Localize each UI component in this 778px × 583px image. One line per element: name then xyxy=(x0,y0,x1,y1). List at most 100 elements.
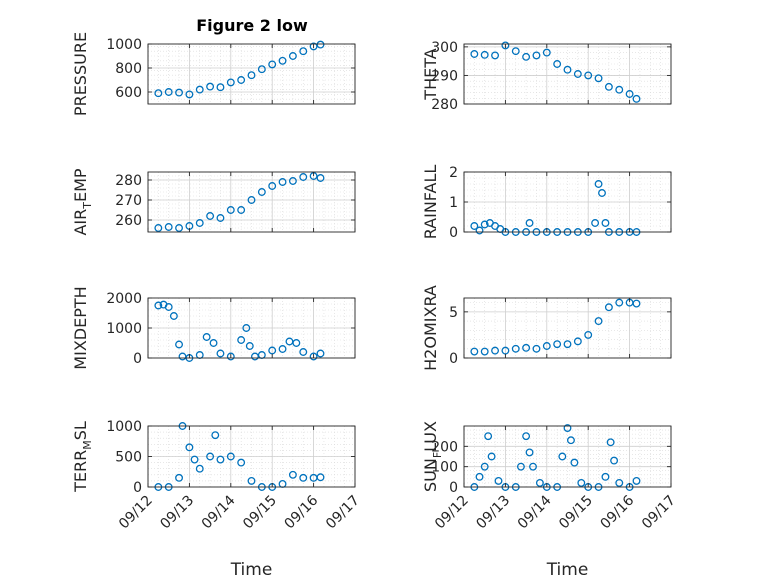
data-point xyxy=(601,219,610,227)
data-point xyxy=(625,90,634,98)
data-point xyxy=(226,206,235,214)
data-point xyxy=(475,226,484,235)
y-axis-label: AIRTEMP xyxy=(71,168,94,235)
data-point xyxy=(480,347,489,356)
data-point xyxy=(247,476,256,485)
data-point xyxy=(154,224,163,232)
y-tick-label: 2 xyxy=(449,165,458,181)
subplot-1: 600 800 1000 PRESSURE xyxy=(71,32,356,116)
data-point xyxy=(594,74,603,83)
data-point xyxy=(501,346,510,355)
y-axis-label-subscript: M xyxy=(81,440,94,450)
y-axis-label-main: SUN xyxy=(421,458,440,492)
minor-grid xyxy=(464,44,671,105)
y-tick-label: 1000 xyxy=(106,321,142,337)
x-tick-label: 09/17 xyxy=(323,493,363,533)
data-point xyxy=(216,83,225,92)
y-tick-label: 500 xyxy=(115,450,142,466)
y-tick-label: 1000 xyxy=(106,419,142,435)
data-point xyxy=(584,71,593,80)
y-tick-label: 5 xyxy=(449,305,458,321)
data-point xyxy=(525,219,534,227)
data-point xyxy=(606,438,615,447)
x-tick-label: 09/17 xyxy=(639,493,679,533)
data-point xyxy=(529,462,537,471)
data-point xyxy=(164,223,173,231)
data-point xyxy=(164,88,173,96)
series-points xyxy=(470,298,641,356)
y-tick-label: 290 xyxy=(431,68,458,84)
data-point xyxy=(632,299,641,308)
minor-grid xyxy=(148,44,355,105)
data-point xyxy=(206,452,215,461)
series-points xyxy=(154,172,325,232)
data-point xyxy=(491,51,499,60)
axes-box xyxy=(463,297,672,359)
data-point xyxy=(257,65,266,74)
data-point xyxy=(299,473,308,482)
axes-box xyxy=(147,43,356,105)
data-point xyxy=(522,432,531,441)
y-axis-label: SUNFLUX xyxy=(421,421,444,492)
data-point xyxy=(226,352,235,361)
data-point xyxy=(175,88,183,97)
x-tick-label: 09/16 xyxy=(282,492,322,532)
data-point xyxy=(491,346,499,355)
y-axis-label-subscript: T xyxy=(81,202,94,210)
data-point xyxy=(185,90,194,99)
y-tick-label: 280 xyxy=(115,173,142,189)
data-point xyxy=(573,70,582,78)
x-tick-label: 09/14 xyxy=(515,492,555,532)
data-point xyxy=(501,41,510,50)
data-point xyxy=(594,180,603,188)
figure-title: Figure 2 low xyxy=(196,16,308,35)
data-point xyxy=(563,65,572,74)
data-point xyxy=(169,312,178,320)
series-points xyxy=(470,424,641,491)
x-tick-label: 09/15 xyxy=(556,493,596,533)
data-point xyxy=(542,342,551,350)
data-point xyxy=(577,478,586,487)
data-point xyxy=(591,219,600,227)
data-point xyxy=(226,452,235,461)
data-point xyxy=(257,188,266,196)
y-tick-label: 100 xyxy=(431,460,458,476)
data-point xyxy=(175,224,183,232)
data-point xyxy=(175,473,183,482)
data-point xyxy=(216,349,225,358)
subplot-4: 0 1 2 RAINFALL xyxy=(421,165,672,241)
data-point xyxy=(278,56,287,65)
data-point xyxy=(299,173,308,181)
y-axis-label-rest: SL xyxy=(71,421,90,440)
data-point xyxy=(268,346,277,355)
data-point xyxy=(278,345,287,353)
data-point xyxy=(268,60,277,69)
x-tick-label: 09/16 xyxy=(598,492,638,532)
data-point xyxy=(604,303,613,312)
data-point xyxy=(202,333,211,341)
data-point xyxy=(245,342,254,350)
y-axis-label: TERRMSL xyxy=(71,421,94,493)
data-point xyxy=(475,472,484,481)
data-point xyxy=(216,214,225,222)
data-point xyxy=(594,317,603,326)
y-tick-label: 270 xyxy=(115,193,142,209)
x-tick-label: 09/13 xyxy=(157,493,197,533)
y-axis-label: H2OMIXRA xyxy=(421,285,440,371)
data-point xyxy=(563,424,572,432)
subplot-5: 0 1000 2000 MIXDEPTH xyxy=(71,286,356,370)
x-axis-label: Time xyxy=(230,560,273,580)
data-point xyxy=(316,174,325,182)
data-point xyxy=(237,458,246,467)
data-point xyxy=(615,85,624,94)
data-point xyxy=(195,464,204,473)
axes-box xyxy=(463,425,672,488)
subplot-6: 0 5 H2OMIXRA xyxy=(421,285,672,371)
data-point xyxy=(558,452,567,461)
data-point xyxy=(532,51,541,60)
y-axis-label-main: TERR xyxy=(71,450,90,493)
data-point xyxy=(542,48,551,57)
data-point xyxy=(206,212,215,220)
x-tick-label: 09/12 xyxy=(116,493,156,533)
y-tick-label: 260 xyxy=(115,213,142,229)
